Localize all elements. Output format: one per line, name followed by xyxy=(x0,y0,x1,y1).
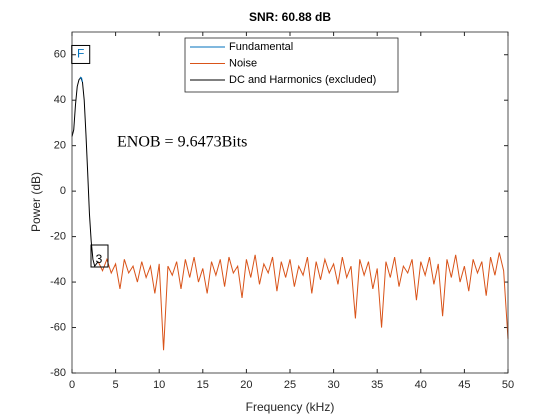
series-line xyxy=(71,76,99,268)
y-tick-label: 0 xyxy=(60,185,66,197)
y-tick-label: 60 xyxy=(54,49,66,61)
annotation-box xyxy=(90,244,109,268)
x-tick-label: 0 xyxy=(69,379,75,391)
legend-label: DC and Harmonics (excluded) xyxy=(229,74,376,86)
series-line xyxy=(79,76,83,83)
x-tick-label: 45 xyxy=(458,379,470,391)
x-tick-label: 25 xyxy=(284,379,296,391)
chart-title: SNR: 60.88 dB xyxy=(249,10,331,24)
y-tick-label: -60 xyxy=(50,321,66,333)
enob-label: ENOB = 9.6473Bits xyxy=(117,134,247,151)
plot-frame xyxy=(71,31,509,374)
y-axis-label: Power (dB) xyxy=(29,172,43,232)
x-tick-label: 10 xyxy=(153,379,165,391)
x-tick-label: 15 xyxy=(197,379,209,391)
y-tick-label: -40 xyxy=(50,276,66,288)
legend-label: Fundamental xyxy=(229,41,293,53)
x-tick-label: 30 xyxy=(327,379,339,391)
annotation: F xyxy=(77,47,84,61)
x-tick-label: 40 xyxy=(415,379,427,391)
y-tick-label: 40 xyxy=(54,94,66,106)
y-tick-label: -20 xyxy=(50,231,66,243)
x-tick-label: 50 xyxy=(502,379,514,391)
y-tick-label: 20 xyxy=(54,140,66,152)
x-tick-label: 5 xyxy=(113,379,119,391)
series-line xyxy=(97,252,509,351)
x-tick-label: 35 xyxy=(371,379,383,391)
annotation: 3 xyxy=(96,252,103,266)
y-tick-label: -80 xyxy=(50,367,66,379)
legend-label: Noise xyxy=(229,57,257,69)
x-tick-label: 20 xyxy=(240,379,252,391)
x-axis-label: Frequency (kHz) xyxy=(246,400,335,414)
annotation-box xyxy=(71,44,91,64)
